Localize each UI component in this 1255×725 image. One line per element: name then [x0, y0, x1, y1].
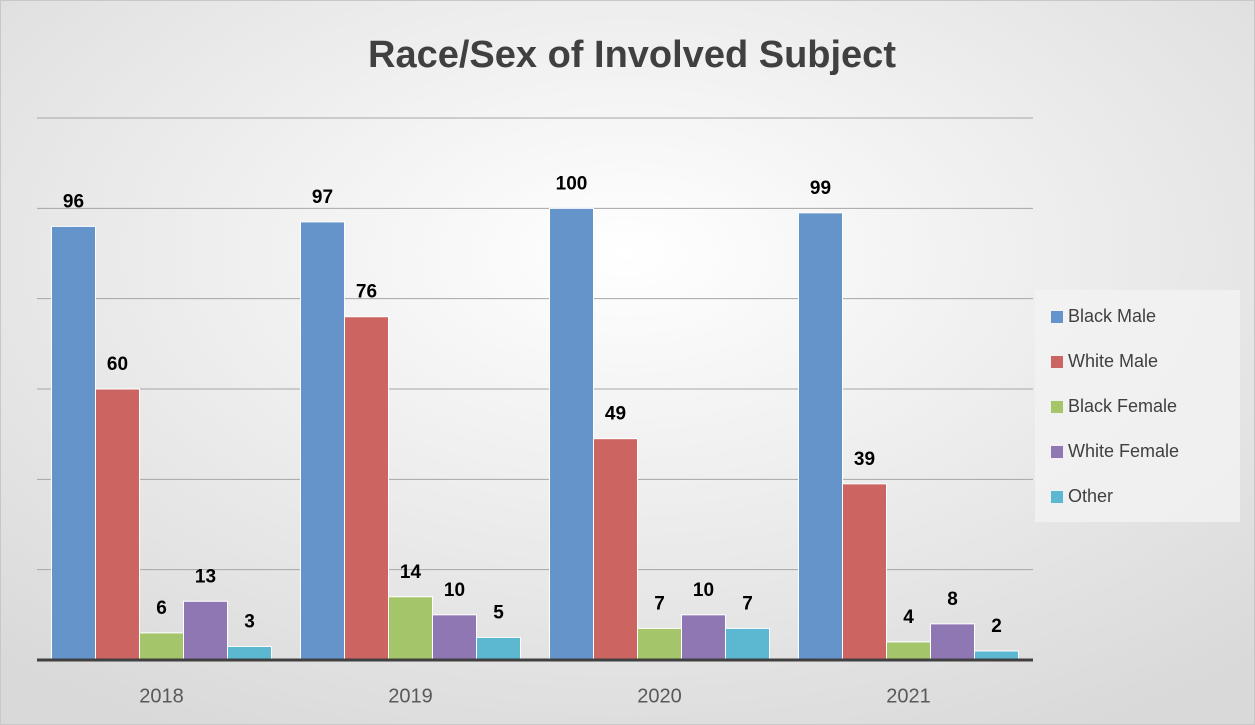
data-label: 97 [312, 187, 333, 208]
bar [930, 623, 975, 661]
bar [886, 641, 931, 661]
bar [51, 225, 96, 661]
bar [344, 316, 389, 661]
legend-swatch [1051, 311, 1063, 323]
x-tick-label: 2020 [637, 685, 682, 707]
legend: Black Male White Male Black Female White Fe… [1051, 306, 1179, 506]
legend-label: Other [1068, 486, 1113, 506]
legend-label: Black Female [1068, 396, 1177, 416]
bar [681, 614, 726, 661]
bar [842, 483, 887, 661]
data-label: 3 [244, 611, 255, 632]
data-label: 2 [991, 616, 1002, 637]
data-label: 100 [556, 173, 588, 194]
chart-title: Race/Sex of Involved Subject [368, 34, 896, 76]
bars: 96 60 6 13 3 2018 97 76 14 10 5 2019 100 49 7 10 7 2020 99… [37, 173, 1033, 707]
data-label: 7 [654, 593, 665, 614]
x-tick-label: 2019 [388, 685, 433, 707]
legend-swatch [1051, 446, 1063, 458]
data-label: 14 [400, 562, 422, 583]
data-label: 7 [742, 593, 753, 614]
x-tick-label: 2018 [139, 685, 184, 707]
data-label: 5 [493, 602, 504, 623]
data-label: 99 [810, 178, 831, 199]
legend-background [1035, 290, 1240, 522]
bar [549, 207, 594, 661]
bar [300, 221, 345, 661]
data-label: 13 [195, 566, 216, 587]
data-label: 10 [444, 580, 465, 601]
data-label: 76 [356, 282, 377, 303]
bar [637, 627, 682, 661]
bar [183, 600, 228, 661]
data-label: 96 [63, 191, 84, 212]
bar [725, 627, 770, 661]
legend-swatch [1051, 401, 1063, 413]
data-label: 10 [693, 580, 714, 601]
bar [798, 212, 843, 661]
bar [593, 438, 638, 661]
data-label: 8 [947, 589, 958, 610]
legend-label: White Female [1068, 441, 1179, 461]
legend-label: White Male [1068, 351, 1158, 371]
data-label: 60 [107, 354, 128, 375]
bar [227, 645, 272, 661]
bar [388, 596, 433, 661]
legend-swatch [1051, 491, 1063, 503]
bar [432, 614, 477, 661]
data-label: 49 [605, 404, 626, 425]
data-label: 4 [903, 607, 914, 628]
legend-swatch [1051, 356, 1063, 368]
legend-label: Black Male [1068, 306, 1156, 326]
data-label: 6 [156, 598, 167, 619]
bar [476, 636, 521, 661]
bar [139, 632, 184, 661]
data-label: 39 [854, 449, 875, 470]
bar [95, 388, 140, 661]
x-tick-label: 2021 [886, 685, 931, 707]
grid [37, 117, 1033, 661]
